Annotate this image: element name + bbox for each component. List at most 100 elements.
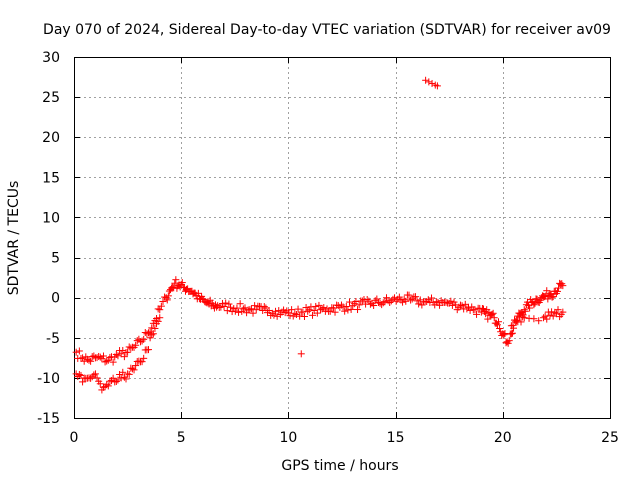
data-point — [194, 289, 202, 297]
x-tick-labels: 0 5 10 15 20 25 — [70, 430, 619, 446]
plot-frame — [74, 57, 611, 419]
data-point — [425, 78, 433, 86]
data-point — [112, 377, 120, 385]
data-point — [530, 301, 538, 309]
data-point — [482, 310, 490, 318]
data-point — [305, 306, 313, 314]
data-point — [120, 353, 128, 361]
data-point — [355, 301, 363, 309]
data-point — [334, 302, 342, 310]
data-point — [272, 307, 280, 315]
data-point — [546, 311, 554, 319]
y-tick-label: 0 — [51, 291, 60, 307]
data-point — [559, 308, 567, 316]
data-point — [354, 306, 362, 314]
data-point — [109, 374, 117, 382]
data-point — [143, 330, 151, 338]
data-point — [501, 329, 509, 337]
data-point — [85, 356, 93, 364]
data-point — [341, 307, 349, 315]
data-point — [489, 309, 497, 317]
data-point — [72, 348, 80, 356]
data-point — [517, 318, 525, 326]
data-point — [235, 308, 243, 316]
data-point — [329, 304, 337, 312]
data-point — [90, 371, 98, 379]
data-point — [157, 302, 165, 310]
data-point — [458, 302, 466, 310]
data-point — [490, 314, 498, 322]
data-point — [233, 304, 241, 312]
data-point — [447, 297, 455, 305]
data-point — [366, 300, 374, 308]
data-point — [273, 312, 281, 320]
data-point — [178, 279, 186, 287]
data-point — [96, 353, 104, 361]
data-point — [112, 350, 120, 358]
data-point — [236, 300, 244, 308]
y-axis-label: SDTVAR / TECUs — [6, 181, 22, 296]
data-point — [101, 358, 109, 366]
data-point — [405, 291, 413, 299]
data-point — [309, 311, 317, 319]
data-point — [297, 350, 305, 358]
data-point — [471, 306, 479, 314]
data-point — [138, 337, 146, 345]
data-point — [507, 330, 515, 338]
data-point — [391, 294, 399, 302]
data-point — [395, 293, 403, 301]
data-point — [300, 312, 308, 320]
data-point — [159, 297, 167, 305]
data-point — [352, 298, 360, 306]
data-point — [555, 284, 563, 292]
data-point — [127, 344, 135, 352]
y-tick-label: -10 — [37, 371, 60, 387]
data-point — [509, 321, 517, 329]
data-point — [313, 309, 321, 317]
data-point — [247, 305, 255, 313]
data-point — [500, 331, 508, 339]
data-point — [423, 298, 431, 306]
data-point — [75, 347, 83, 355]
data-point — [379, 299, 387, 307]
grid — [74, 57, 610, 418]
data-point — [172, 276, 180, 284]
data-point — [132, 341, 140, 349]
data-point — [432, 298, 440, 306]
data-point — [381, 298, 389, 306]
data-point — [484, 315, 492, 323]
data-point — [138, 358, 146, 366]
data-point — [371, 297, 379, 305]
data-point — [535, 317, 543, 325]
data-point — [346, 298, 354, 306]
data-point — [114, 352, 122, 360]
data-point — [411, 293, 419, 301]
data-point — [347, 305, 355, 313]
data-point — [132, 362, 140, 370]
data-point — [223, 307, 231, 315]
data-point — [402, 297, 410, 305]
data-point — [140, 354, 148, 362]
data-point — [559, 282, 567, 290]
data-point — [520, 306, 528, 314]
data-point — [246, 306, 254, 314]
x-tick-label: 25 — [601, 430, 619, 446]
data-point — [416, 296, 424, 304]
data-point — [320, 304, 328, 312]
ticks — [74, 57, 611, 419]
data-point — [91, 370, 99, 378]
data-point — [154, 317, 162, 325]
data-point — [456, 301, 464, 309]
data-point — [304, 307, 312, 315]
data-point — [149, 330, 157, 338]
data-point — [326, 307, 334, 315]
data-point — [99, 352, 107, 360]
data-point — [549, 293, 557, 301]
data-point — [87, 374, 95, 382]
data-point — [122, 375, 130, 383]
data-point — [473, 310, 481, 318]
data-point — [140, 335, 148, 343]
data-point — [79, 378, 87, 386]
data-point — [508, 329, 516, 337]
